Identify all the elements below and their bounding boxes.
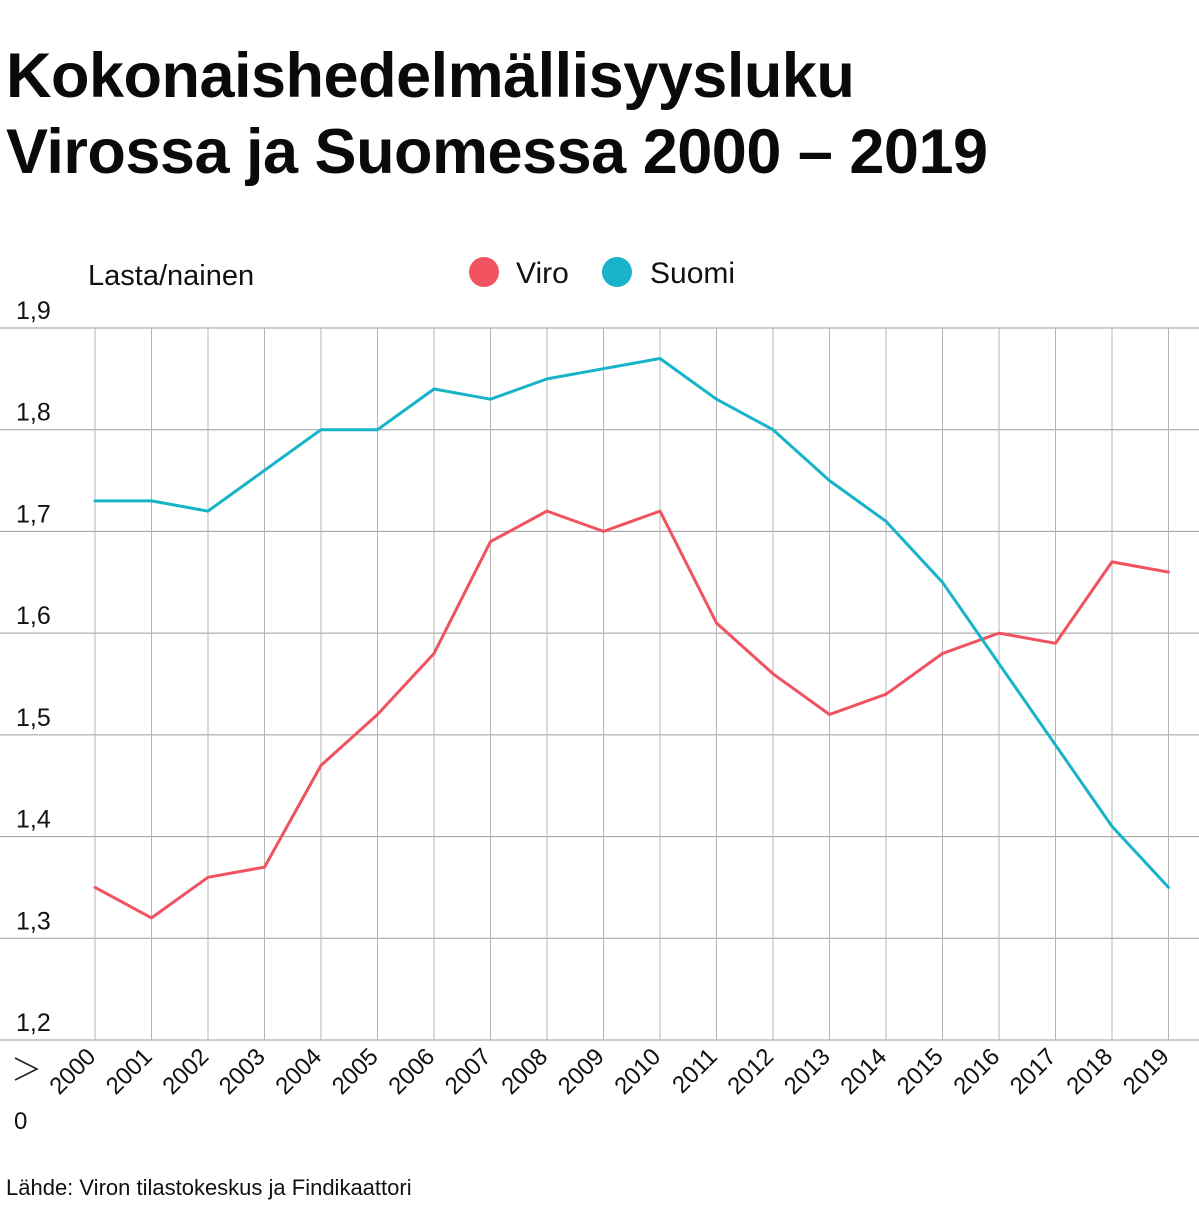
x-tick-label: 2006	[383, 1043, 440, 1100]
x-tick-label: 2017	[1005, 1043, 1062, 1100]
axis-break-zero-label: 0	[14, 1108, 27, 1135]
x-tick-label: 2005	[327, 1043, 384, 1100]
x-tick-label: 2012	[722, 1043, 779, 1100]
x-tick-label: 2010	[609, 1043, 666, 1100]
legend-label-suomi: Suomi	[650, 257, 735, 290]
chart-title-line-1: Kokonaishedelmällisyysluku	[6, 41, 855, 111]
series-lines	[93, 357, 1170, 920]
y-tick-label: 1,3	[16, 907, 51, 935]
legend: Viro Suomi	[469, 257, 735, 290]
series-line-viro	[93, 509, 1170, 920]
series-line-suomi	[93, 357, 1170, 889]
x-tick-label: 2011	[667, 1043, 723, 1099]
source-note: Lähde: Viron tilastokeskus ja Findikaatt…	[6, 1175, 412, 1200]
x-tick-label: 2001	[101, 1043, 158, 1100]
x-tick-label: 2018	[1061, 1043, 1118, 1100]
x-tick-label: 2015	[892, 1043, 949, 1100]
x-axis-ticks: 2000 2001 2002 2003 2004 2005 2006 2007 2008 2009…	[44, 1043, 1174, 1100]
axis-break-icon	[14, 1057, 39, 1081]
x-tick-label: 2016	[948, 1043, 1005, 1100]
y-tick-label: 1,8	[16, 399, 51, 427]
legend-marker-suomi	[602, 257, 632, 287]
y-tick-label: 1,2	[16, 1009, 51, 1037]
chart-title: Kokonaishedelmällisyysluku Virossa ja Su…	[6, 38, 988, 190]
x-tick-label: 2004	[270, 1043, 327, 1100]
y-tick-label: 1,5	[16, 704, 51, 732]
axis-break: 0	[14, 1057, 39, 1135]
y-axis-label: Lasta/nainen	[88, 260, 254, 292]
y-tick-label: 1,4	[16, 806, 51, 834]
x-tick-label: 2000	[44, 1043, 101, 1100]
y-tick-label: 1,7	[16, 500, 51, 528]
grid	[0, 327, 1199, 1041]
legend-label-viro: Viro	[516, 257, 569, 290]
legend-marker-viro	[469, 257, 499, 287]
chart-title-line-2: Virossa ja Suomessa 2000 – 2019	[6, 117, 988, 187]
x-tick-label: 2003	[214, 1043, 271, 1100]
x-tick-label: 2009	[553, 1043, 610, 1100]
y-tick-label: 1,6	[16, 602, 51, 630]
x-tick-label: 2013	[779, 1043, 836, 1100]
x-tick-label: 2008	[496, 1043, 553, 1100]
y-tick-label: 1,9	[16, 297, 51, 325]
x-tick-label: 2007	[440, 1043, 497, 1100]
x-tick-label: 2002	[157, 1043, 214, 1100]
x-tick-label: 2019	[1118, 1043, 1175, 1100]
y-axis-ticks: 1,2 1,3 1,4 1,5 1,6 1,7 1,8 1,9	[16, 297, 51, 1037]
x-tick-label: 2014	[835, 1043, 892, 1100]
